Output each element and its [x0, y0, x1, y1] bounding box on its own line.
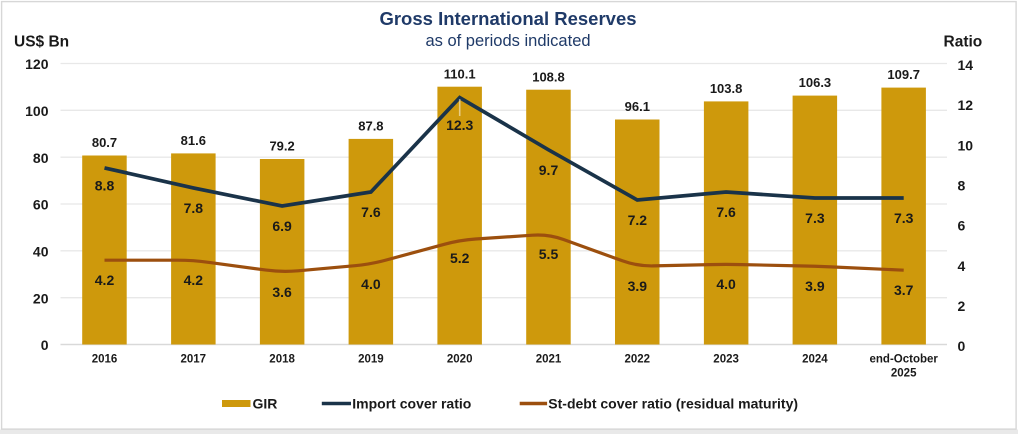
svg-text:3.9: 3.9	[628, 278, 648, 294]
svg-text:2020: 2020	[447, 354, 473, 366]
svg-text:4: 4	[958, 258, 966, 274]
svg-text:100: 100	[25, 103, 49, 119]
svg-text:end-October: end-October	[870, 354, 939, 366]
svg-text:103.8: 103.8	[710, 81, 743, 96]
svg-text:3.6: 3.6	[272, 284, 292, 300]
svg-text:108.8: 108.8	[532, 69, 565, 84]
svg-text:2016: 2016	[92, 354, 118, 366]
svg-text:6: 6	[958, 218, 966, 234]
svg-text:7.3: 7.3	[894, 210, 914, 226]
svg-text:106.3: 106.3	[799, 75, 832, 90]
svg-text:60: 60	[33, 197, 49, 213]
svg-text:87.8: 87.8	[358, 119, 383, 134]
svg-text:14: 14	[958, 57, 974, 73]
svg-text:20: 20	[33, 290, 49, 306]
svg-text:96.1: 96.1	[625, 99, 650, 114]
svg-text:10: 10	[958, 137, 974, 153]
svg-text:US$ Bn: US$ Bn	[14, 34, 69, 51]
svg-text:6.9: 6.9	[272, 218, 292, 234]
svg-text:4.2: 4.2	[95, 272, 115, 288]
svg-text:4.0: 4.0	[716, 276, 736, 292]
svg-text:5.2: 5.2	[450, 250, 470, 266]
svg-text:79.2: 79.2	[269, 139, 294, 154]
svg-text:7.6: 7.6	[361, 204, 381, 220]
svg-text:2022: 2022	[625, 354, 651, 366]
svg-text:8: 8	[958, 178, 966, 194]
svg-text:2021: 2021	[536, 354, 562, 366]
svg-text:109.7: 109.7	[887, 67, 920, 82]
svg-text:7.8: 7.8	[184, 200, 204, 216]
svg-text:80.7: 80.7	[92, 135, 117, 150]
svg-text:4.0: 4.0	[361, 276, 381, 292]
svg-text:80: 80	[33, 150, 49, 166]
svg-text:2019: 2019	[358, 354, 384, 366]
svg-text:7.2: 7.2	[628, 212, 648, 228]
svg-text:120: 120	[25, 56, 49, 72]
svg-text:0: 0	[41, 337, 49, 353]
svg-text:2: 2	[958, 298, 966, 314]
svg-text:GIR: GIR	[253, 395, 278, 411]
svg-text:40: 40	[33, 243, 49, 259]
svg-text:Ratio: Ratio	[944, 34, 983, 51]
svg-text:2025: 2025	[891, 368, 917, 380]
svg-text:110.1: 110.1	[444, 66, 476, 81]
svg-text:as of periods indicated: as of periods indicated	[425, 32, 590, 50]
svg-text:2018: 2018	[269, 354, 295, 366]
svg-text:5.5: 5.5	[539, 246, 559, 262]
svg-text:7.6: 7.6	[716, 204, 736, 220]
svg-text:12: 12	[958, 97, 974, 113]
svg-text:2024: 2024	[802, 354, 828, 366]
svg-text:2023: 2023	[713, 354, 739, 366]
svg-text:12.3: 12.3	[446, 117, 473, 133]
svg-text:3.7: 3.7	[894, 282, 914, 298]
svg-text:3.9: 3.9	[805, 278, 825, 294]
svg-text:Import cover ratio: Import cover ratio	[352, 395, 471, 411]
svg-text:9.7: 9.7	[539, 162, 559, 178]
svg-text:81.6: 81.6	[181, 133, 206, 148]
svg-text:Gross International Reserves: Gross International Reserves	[379, 8, 636, 29]
svg-text:2017: 2017	[181, 354, 207, 366]
svg-text:4.2: 4.2	[184, 272, 204, 288]
svg-text:7.3: 7.3	[805, 210, 825, 226]
svg-text:St-debt cover ratio (residual: St-debt cover ratio (residual maturity)	[548, 395, 798, 411]
svg-text:0: 0	[958, 338, 966, 354]
svg-text:8.8: 8.8	[95, 177, 115, 193]
